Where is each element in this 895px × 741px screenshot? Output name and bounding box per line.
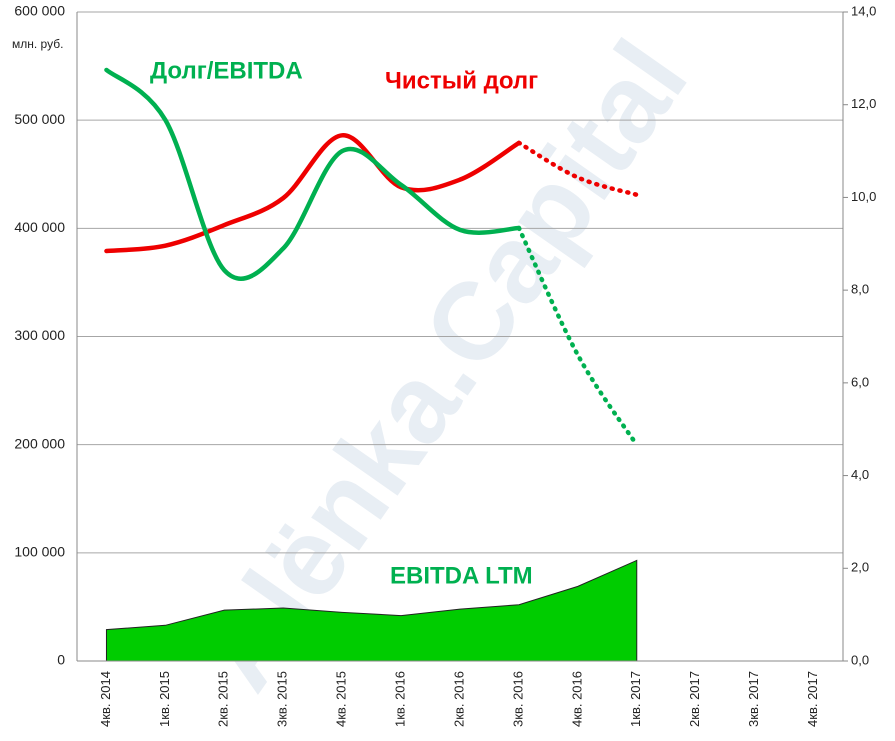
unit-label: млн. руб. — [12, 37, 63, 51]
y-tick-label: 500 000 — [14, 111, 65, 127]
x-tick-label: 4кв. 2014 — [98, 671, 113, 727]
x-tick-label: 4кв. 2016 — [569, 671, 584, 727]
x-tick-label: 2кв. 2017 — [687, 671, 702, 727]
line — [516, 140, 640, 198]
y2-tick-label: 10,0 — [851, 189, 876, 204]
series-label: EBITDA LTM — [390, 562, 533, 589]
x-tick-label: 1кв. 2017 — [628, 671, 643, 727]
y2-tick-label: 6,0 — [851, 374, 869, 389]
y-tick-label: 200 000 — [14, 435, 65, 451]
x-tick-label: 3кв. 2017 — [746, 671, 761, 727]
y2-tick-label: 4,0 — [851, 467, 869, 482]
y-tick-label: 600 000 — [14, 3, 65, 19]
x-tick-label: 3кв. 2015 — [275, 671, 290, 727]
y2-tick-label: 2,0 — [851, 560, 869, 575]
line — [516, 225, 640, 448]
line — [104, 67, 522, 281]
x-tick-label: 2кв. 2016 — [451, 671, 466, 727]
line — [104, 133, 522, 254]
area — [105, 559, 638, 662]
x-tick-label: 4кв. 2017 — [805, 671, 820, 727]
y-tick-label: 300 000 — [14, 327, 65, 343]
x-tick-label: 4кв. 2015 — [334, 671, 349, 727]
series-label: Чистый долг — [385, 67, 538, 94]
y2-tick-label: 12,0 — [851, 96, 876, 111]
x-tick-label: 1кв. 2015 — [157, 671, 172, 727]
y-tick-label: 100 000 — [14, 544, 65, 560]
y2-tick-label: 0,0 — [851, 652, 869, 667]
x-tick-label: 3кв. 2016 — [510, 671, 525, 727]
x-tick-label: 2кв. 2015 — [216, 671, 231, 727]
x-tick-label: 1кв. 2016 — [393, 671, 408, 727]
y-tick-label: 400 000 — [14, 219, 65, 235]
y2-tick-label: 8,0 — [851, 282, 869, 297]
y-tick-label: 0 — [57, 652, 65, 668]
y2-tick-label: 14,0 — [851, 3, 876, 18]
series-label: Долг/EBITDA — [150, 57, 303, 84]
